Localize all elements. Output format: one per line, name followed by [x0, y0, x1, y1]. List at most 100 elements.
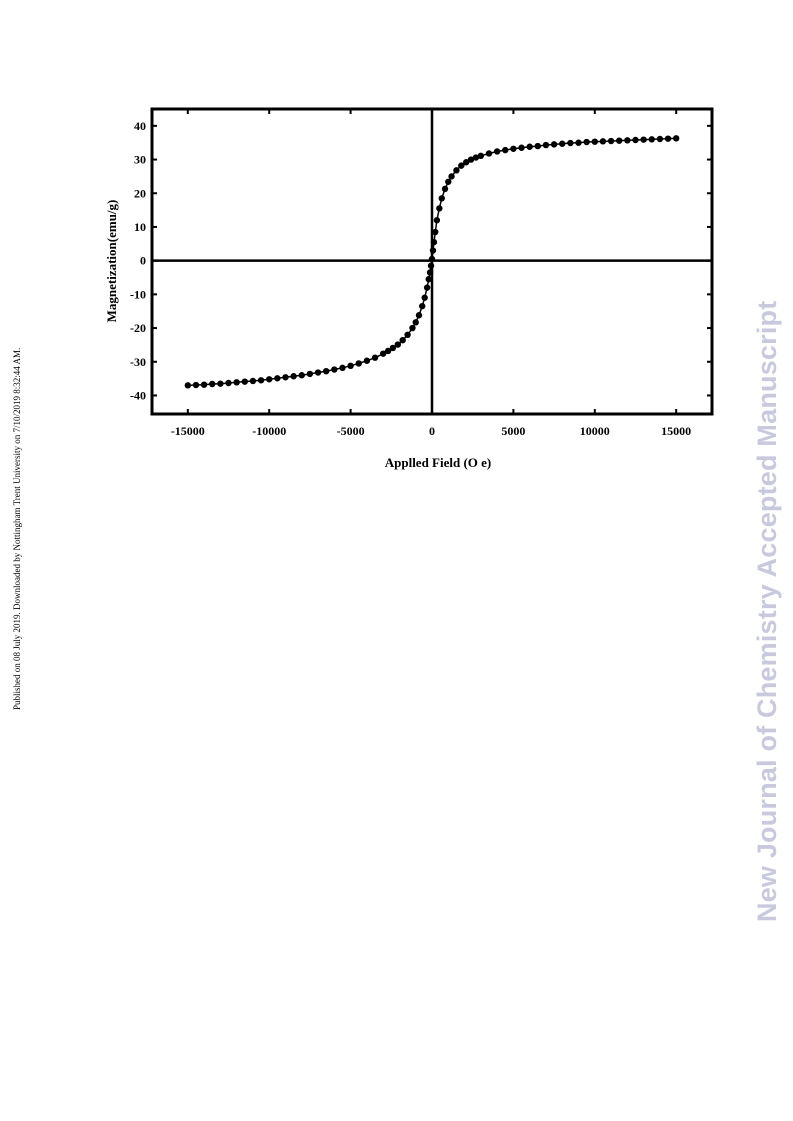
data-point — [472, 154, 480, 161]
data-point — [241, 378, 248, 385]
data-point — [607, 137, 615, 145]
data-point — [542, 141, 550, 149]
y-tick-label: -20 — [130, 321, 146, 335]
data-point — [567, 139, 574, 147]
data-point — [432, 228, 439, 236]
y-tick-label: 30 — [134, 153, 146, 167]
data-point — [640, 136, 647, 143]
data-point — [274, 375, 281, 382]
data-point — [290, 373, 297, 380]
data-point — [331, 366, 338, 373]
plot-area: -15000 -10000 -5000 0 5000 10000 15000 40 30 20 10… — [130, 107, 714, 438]
data-point — [467, 156, 475, 163]
data-point — [423, 284, 431, 291]
data-point — [225, 379, 232, 387]
data-point — [409, 324, 416, 332]
data-point — [419, 302, 426, 310]
x-tick-label: -5000 — [337, 424, 365, 438]
data-point — [421, 294, 428, 301]
data-point — [526, 143, 533, 150]
data-point — [426, 269, 434, 276]
data-point — [282, 374, 289, 381]
data-point — [502, 146, 509, 154]
y-tick-label: -40 — [130, 388, 146, 402]
data-point — [656, 135, 664, 143]
data-point — [363, 357, 371, 364]
data-point — [428, 255, 436, 263]
data-point — [518, 144, 525, 151]
data-point — [379, 350, 387, 357]
data-point — [412, 319, 419, 326]
data-point — [298, 372, 305, 379]
data-point — [233, 379, 240, 386]
data-point — [347, 362, 354, 370]
data-point — [672, 135, 680, 142]
data-point — [433, 217, 441, 224]
data-point — [493, 148, 501, 155]
data-point — [664, 135, 672, 142]
data-point — [583, 138, 590, 146]
data-point — [534, 142, 542, 150]
y-tick-label: 10 — [134, 220, 146, 234]
data-point — [575, 139, 582, 146]
data-point — [448, 173, 455, 180]
x-tick-label: -15000 — [171, 424, 205, 438]
data-point — [445, 178, 452, 185]
y-tick-label: -30 — [130, 355, 146, 369]
data-point — [371, 354, 379, 361]
data-point — [477, 152, 485, 160]
data-point — [217, 380, 224, 387]
data-point — [599, 138, 607, 145]
data-point — [616, 137, 623, 144]
x-tick-label: -10000 — [252, 424, 286, 438]
x-axis-label: Applled Field (O e) — [385, 455, 492, 470]
data-point — [339, 364, 346, 372]
data-point — [591, 138, 598, 145]
data-point — [389, 344, 397, 352]
data-point — [458, 162, 465, 169]
data-point — [485, 150, 493, 157]
y-tick-label: -10 — [130, 287, 146, 301]
y-tick-label: 40 — [134, 119, 146, 133]
data-point — [200, 381, 208, 388]
x-tick-label: 0 — [429, 424, 435, 438]
data-point — [436, 205, 443, 212]
data-point — [394, 341, 402, 348]
data-point — [209, 380, 216, 388]
data-point — [624, 137, 631, 144]
y-tick-label: 20 — [134, 186, 146, 200]
data-point — [415, 312, 423, 319]
data-point — [510, 145, 517, 152]
data-point — [648, 136, 655, 143]
data-point — [306, 370, 314, 378]
data-point — [266, 376, 273, 383]
data-point — [404, 331, 411, 339]
data-point — [355, 360, 362, 367]
data-point — [462, 159, 470, 166]
data-point — [430, 238, 438, 246]
data-point — [438, 195, 445, 202]
data-point — [550, 141, 558, 148]
x-tick-label: 5000 — [501, 424, 525, 438]
data-point — [559, 140, 566, 147]
data-point — [429, 247, 437, 254]
data-point — [632, 136, 639, 144]
data-point — [184, 382, 192, 389]
data-point — [192, 381, 200, 389]
data-point — [257, 377, 265, 384]
data-point — [322, 367, 330, 375]
data-point — [314, 369, 322, 376]
data-point — [427, 262, 435, 269]
y-tick-label: 0 — [140, 254, 146, 268]
y-axis-label: Magnetization(emu/g) — [104, 200, 119, 323]
data-point — [384, 347, 392, 355]
data-point — [399, 336, 406, 344]
x-tick-label: 15000 — [661, 424, 691, 438]
data-point — [425, 275, 432, 283]
data-point — [441, 185, 449, 193]
data-point — [453, 167, 460, 174]
journal-watermark: New Journal of Chemistry Accepted Manusc… — [752, 300, 782, 922]
data-point — [249, 377, 257, 385]
x-tick-label: 10000 — [580, 424, 610, 438]
